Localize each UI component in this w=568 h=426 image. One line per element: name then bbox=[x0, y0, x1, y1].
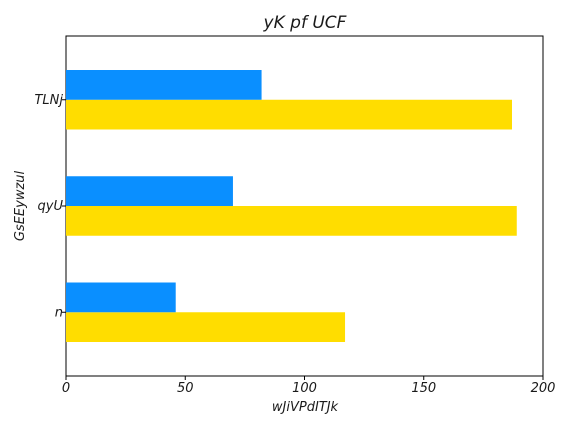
bar-blue-TLNj bbox=[66, 70, 262, 100]
x-axis-label: wJiVPdITJk bbox=[272, 400, 339, 415]
x-tick-label: 150 bbox=[411, 381, 436, 396]
bar-yellow-TLNj bbox=[66, 99, 512, 130]
bar-blue-n bbox=[66, 282, 176, 313]
y-tick-label: TLNj bbox=[34, 93, 63, 108]
x-tick-label: 0 bbox=[62, 381, 70, 396]
y-axis-label: GsEEywzul bbox=[13, 170, 28, 241]
y-tick-label: qyU bbox=[38, 199, 64, 214]
chart-title: yK pf UCF bbox=[263, 13, 347, 33]
x-tick-label: 200 bbox=[531, 381, 556, 396]
x-tick-label: 50 bbox=[177, 381, 194, 396]
bar-blue-qyU bbox=[66, 176, 233, 206]
bar-yellow-qyU bbox=[66, 206, 517, 236]
bar-yellow-n bbox=[66, 312, 346, 342]
x-tick-label: 100 bbox=[292, 381, 317, 396]
y-tick-label: n bbox=[55, 305, 63, 320]
